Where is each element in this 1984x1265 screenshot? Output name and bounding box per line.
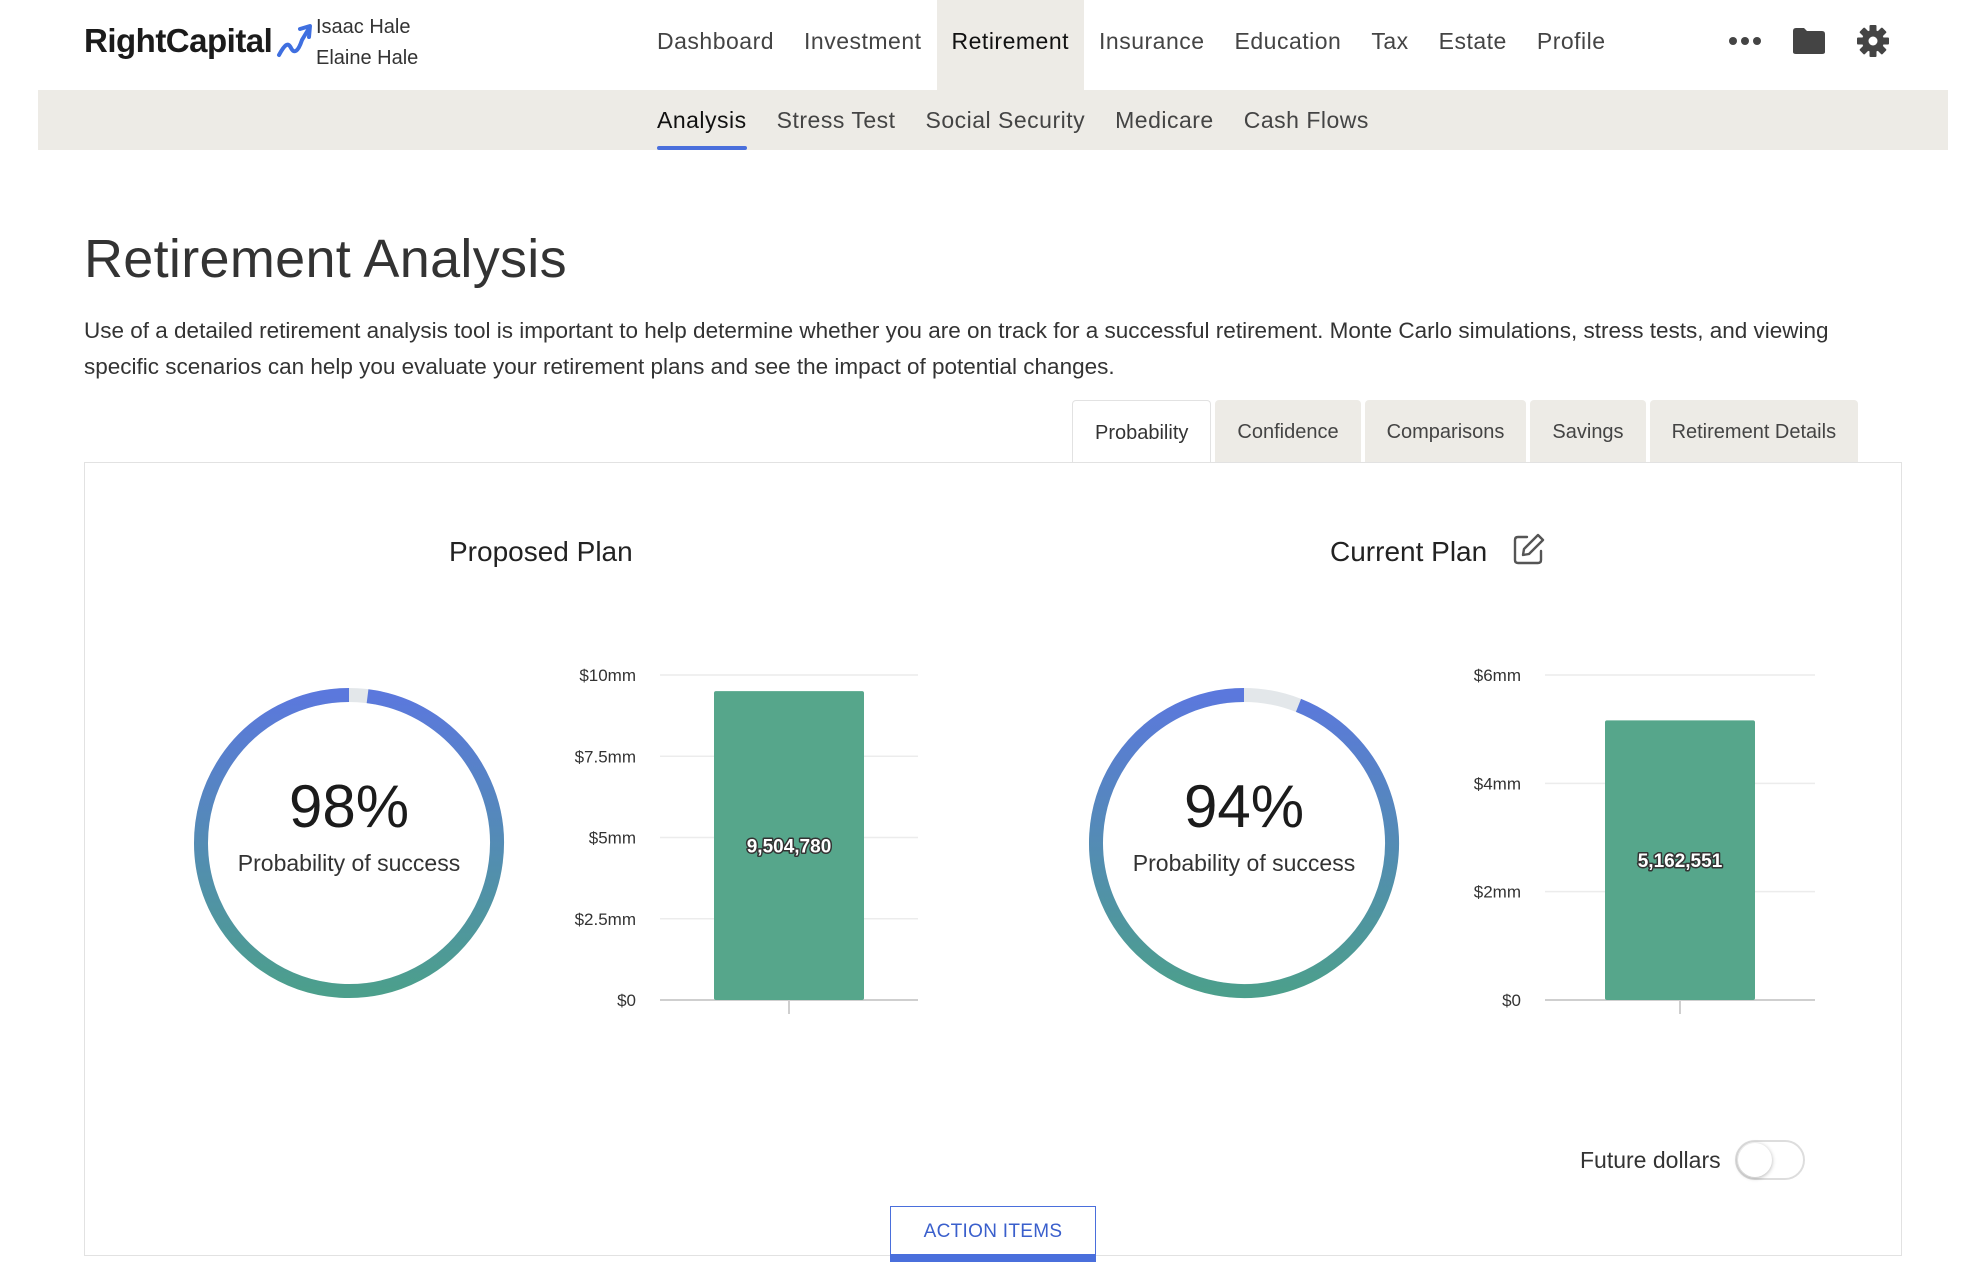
tab-comparisons[interactable]: Comparisons	[1364, 400, 1527, 462]
nav-investment[interactable]: Investment	[804, 28, 922, 54]
nav-profile[interactable]: Profile	[1536, 28, 1606, 54]
edit-icon[interactable]	[1512, 532, 1546, 566]
proposed-plan-title: Proposed Plan	[449, 536, 633, 567]
nav-retirement[interactable]: Retirement	[936, 0, 1085, 90]
current-probability-caption: Probability of success	[1132, 850, 1356, 876]
proposed-probability-caption: Probability of success	[237, 850, 461, 876]
analysis-tabs: Probability Confidence Comparisons Savin…	[1072, 400, 1859, 464]
subnav-social-security[interactable]: Social Security	[925, 107, 1086, 133]
client-names: Isaac Hale Elaine Hale	[316, 12, 418, 74]
tab-savings[interactable]: Savings	[1530, 400, 1646, 462]
brand-logo[interactable]: RightCapital	[84, 22, 316, 60]
subnav-analysis[interactable]: Analysis	[642, 90, 762, 150]
future-dollars-toggle[interactable]	[1734, 1140, 1805, 1180]
client-name-spouse: Elaine Hale	[316, 47, 419, 69]
sub-nav: Analysis Stress Test Social Security Med…	[642, 90, 1384, 150]
future-dollars-label: Future dollars	[1580, 1146, 1721, 1173]
gear-icon[interactable]	[1856, 24, 1890, 58]
header-icons	[1728, 24, 1890, 58]
nav-education[interactable]: Education	[1234, 28, 1342, 54]
future-dollars-control: Future dollars	[1580, 1140, 1805, 1180]
main-nav: Dashboard Investment Retirement Insuranc…	[642, 0, 1621, 90]
current-probability-value: 94%	[1183, 773, 1305, 840]
nav-estate[interactable]: Estate	[1438, 28, 1507, 54]
subnav-medicare[interactable]: Medicare	[1115, 107, 1214, 133]
nav-dashboard[interactable]: Dashboard	[657, 28, 775, 54]
page-description: Use of a detailed retirement analysis to…	[84, 318, 1829, 379]
nav-insurance[interactable]: Insurance	[1099, 28, 1205, 54]
action-items-button[interactable]: ACTION ITEMS	[890, 1206, 1096, 1262]
toggle-knob	[1737, 1143, 1772, 1177]
proposed-gauge-label: 98% Probability of success	[229, 772, 469, 881]
tab-confidence[interactable]: Confidence	[1215, 400, 1361, 462]
client-name-primary: Isaac Hale	[316, 16, 411, 38]
subnav-cash-flows[interactable]: Cash Flows	[1243, 107, 1369, 133]
nav-tax[interactable]: Tax	[1371, 28, 1409, 54]
current-gauge-label: 94% Probability of success	[1124, 772, 1364, 881]
trend-arrow-icon	[277, 24, 313, 57]
brand-name: RightCapital	[84, 22, 273, 59]
top-navigation-bar: RightCapital Isaac Hale Elaine Hale Dash…	[38, 0, 1948, 90]
tab-retirement-details[interactable]: Retirement Details	[1649, 400, 1859, 462]
page-title: Retirement Analysis	[84, 229, 567, 289]
more-icon[interactable]	[1728, 24, 1762, 58]
sub-navigation-bar: Analysis Stress Test Social Security Med…	[38, 90, 1948, 150]
proposed-probability-value: 98%	[288, 773, 410, 840]
tab-probability[interactable]: Probability	[1072, 400, 1212, 464]
current-plan-title: Current Plan	[1330, 536, 1488, 567]
subnav-stress-test[interactable]: Stress Test	[776, 107, 896, 133]
folder-icon[interactable]	[1792, 24, 1826, 58]
